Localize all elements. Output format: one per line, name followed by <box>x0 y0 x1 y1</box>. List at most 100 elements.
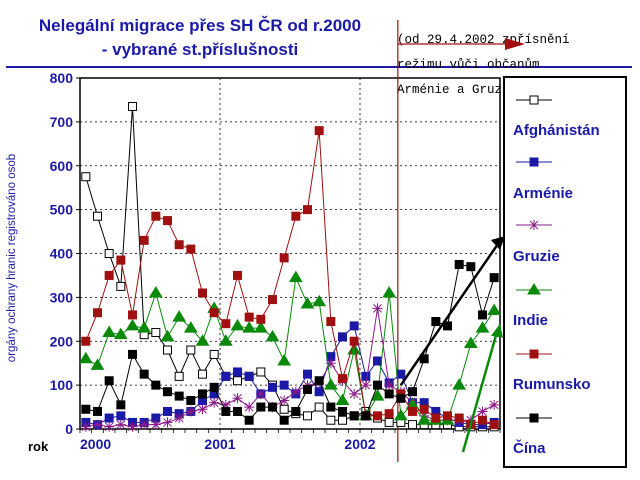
data-point <box>373 356 382 366</box>
x-tick-label: 2001 <box>204 436 235 452</box>
data-point <box>326 415 336 425</box>
data-point <box>92 419 103 430</box>
data-point <box>303 411 312 421</box>
data-point <box>384 380 395 391</box>
data-point <box>183 321 198 333</box>
data-point <box>221 319 231 329</box>
data-point <box>291 211 301 221</box>
data-point <box>443 321 452 331</box>
data-point <box>104 270 114 280</box>
data-point <box>372 303 383 314</box>
chart-title: Nelegální migrace přes SH ČR od r.2000 <box>38 16 362 35</box>
data-point <box>127 421 138 432</box>
legend-label-indie: Indie <box>513 312 549 329</box>
data-point <box>323 378 338 390</box>
data-point <box>186 345 196 355</box>
series-line <box>85 130 495 426</box>
data-point <box>396 393 406 403</box>
data-point <box>349 388 360 399</box>
data-point <box>268 402 277 412</box>
data-point <box>303 385 312 395</box>
data-point <box>335 393 350 405</box>
data-point <box>93 308 102 318</box>
y-tick-label: 400 <box>50 246 74 262</box>
data-point <box>80 421 91 432</box>
data-point <box>116 255 126 265</box>
data-point <box>174 371 184 381</box>
data-point <box>104 421 115 432</box>
data-point <box>233 367 242 377</box>
data-point <box>349 411 359 421</box>
y-tick-label: 700 <box>50 114 74 130</box>
data-point <box>162 417 173 428</box>
data-point <box>174 240 184 250</box>
data-point <box>172 310 187 322</box>
data-point <box>384 389 394 399</box>
y-tick-label: 200 <box>50 333 74 349</box>
y-tick-label: 500 <box>50 202 74 218</box>
data-point <box>475 321 490 333</box>
y-tick-label: 0 <box>65 421 73 437</box>
data-point <box>78 351 93 364</box>
data-point <box>256 314 266 324</box>
x-tick-label: 2000 <box>80 436 111 452</box>
data-point <box>373 380 382 390</box>
data-point <box>151 211 161 221</box>
data-point <box>115 419 126 430</box>
trend-arrow-cina-head <box>491 235 505 250</box>
legend-label-armenie: Arménie <box>513 185 574 202</box>
data-point <box>198 369 207 379</box>
y-tick-label: 300 <box>50 289 74 305</box>
data-point <box>419 404 429 414</box>
data-point <box>209 397 220 408</box>
data-point <box>197 404 208 415</box>
data-point <box>382 286 397 298</box>
data-point <box>477 406 488 417</box>
data-point <box>489 273 499 283</box>
data-point <box>221 371 231 381</box>
data-point <box>300 296 315 309</box>
data-point <box>393 408 408 421</box>
data-point <box>452 378 467 390</box>
legend-label-rumunsko: Rumunsko <box>513 376 591 393</box>
data-point <box>443 411 452 421</box>
data-point <box>220 399 231 410</box>
data-point <box>102 325 117 337</box>
data-point <box>338 374 347 384</box>
data-point <box>279 404 289 414</box>
data-point <box>279 253 289 263</box>
data-point <box>487 303 502 316</box>
data-point <box>396 369 406 379</box>
data-point <box>338 415 347 425</box>
data-point <box>326 317 336 327</box>
data-point <box>104 249 114 258</box>
data-point <box>209 308 219 318</box>
data-point <box>244 402 255 413</box>
data-point <box>160 329 175 342</box>
data-point <box>128 310 137 320</box>
data-point <box>242 321 257 333</box>
data-point <box>312 294 327 307</box>
data-point <box>128 349 137 359</box>
data-point <box>279 415 289 425</box>
series-line <box>85 275 495 421</box>
data-point <box>151 380 161 390</box>
data-point <box>233 406 242 416</box>
legend-label-gruzie: Gruzie <box>513 248 560 265</box>
data-point <box>373 411 382 421</box>
data-point <box>466 262 476 272</box>
annotation-arrow-head <box>505 38 525 50</box>
data-point <box>90 358 105 370</box>
data-point <box>163 216 172 226</box>
data-point <box>253 321 268 333</box>
data-point <box>125 318 140 331</box>
annotation-line: režimu vůči občanům <box>397 58 540 72</box>
data-point <box>256 402 266 412</box>
data-point <box>151 327 161 337</box>
legend-marker <box>529 220 539 230</box>
series-line <box>85 263 495 421</box>
data-point <box>384 409 394 419</box>
data-point <box>186 395 196 405</box>
trend-arrow-cina <box>399 240 502 386</box>
y-tick-label: 600 <box>50 158 74 174</box>
